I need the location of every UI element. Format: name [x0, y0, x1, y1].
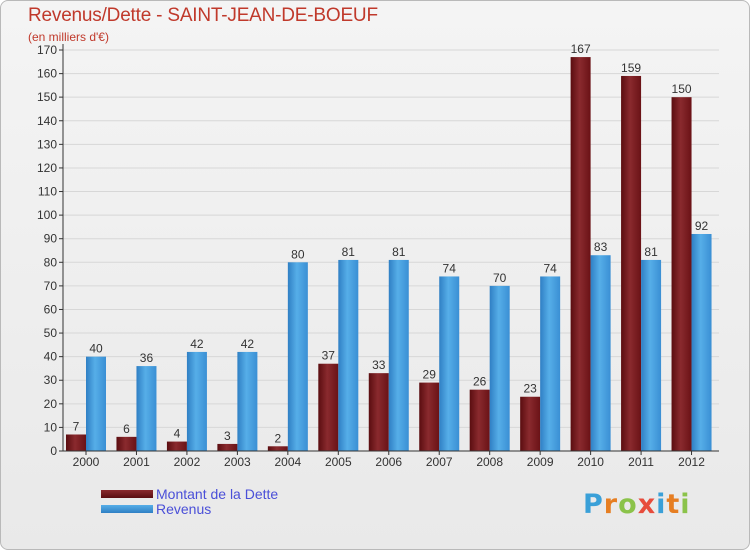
x-tick-label: 2001 — [123, 455, 150, 469]
logo-letter: i — [656, 489, 667, 520]
revenue-value-label: 74 — [443, 261, 457, 275]
debt-bar — [116, 436, 137, 451]
debt-bar — [469, 389, 490, 451]
y-tick-label: 50 — [44, 326, 58, 340]
debt-value-label: 159 — [621, 61, 641, 75]
revenue-bar — [540, 276, 561, 451]
y-tick-label: 170 — [37, 43, 57, 57]
logo-letter: x — [637, 489, 657, 520]
debt-value-label: 4 — [174, 427, 181, 441]
y-tick-label: 160 — [37, 67, 57, 81]
revenue-value-label: 80 — [291, 247, 305, 261]
debt-value-label: 2 — [275, 431, 282, 445]
x-tick-label: 2007 — [426, 455, 453, 469]
debt-value-label: 6 — [123, 422, 130, 436]
y-tick-label: 0 — [50, 444, 57, 458]
debt-bar — [368, 373, 389, 451]
y-tick-label: 100 — [37, 208, 57, 222]
legend-label-debt: Montant de la Dette — [156, 486, 279, 502]
debt-bar — [419, 382, 440, 451]
y-tick-label: 70 — [44, 279, 58, 293]
y-tick-label: 120 — [37, 161, 57, 175]
revenue-value-label: 42 — [190, 337, 204, 351]
logo-letter: P — [583, 489, 604, 520]
debt-bar — [520, 396, 541, 451]
x-tick-label: 2012 — [678, 455, 705, 469]
revenue-bar — [439, 276, 460, 451]
x-tick-label: 2004 — [274, 455, 301, 469]
y-tick-label: 20 — [44, 397, 58, 411]
debt-value-label: 29 — [423, 368, 437, 382]
revenue-bar — [691, 233, 712, 451]
legend-label-revenue: Revenus — [156, 501, 212, 517]
y-tick-label: 150 — [37, 90, 57, 104]
legend-swatch-debt — [101, 490, 153, 498]
revenue-value-label: 40 — [89, 342, 103, 356]
logo-letter: r — [603, 489, 619, 520]
logo-letter: t — [666, 489, 681, 520]
y-tick-label: 110 — [38, 185, 57, 199]
logo-letter: i — [680, 489, 691, 520]
y-tick-label: 140 — [37, 114, 57, 128]
revenue-value-label: 83 — [594, 240, 608, 254]
revenue-bar — [338, 259, 359, 451]
debt-bar — [318, 363, 339, 451]
revenue-value-label: 81 — [342, 245, 356, 259]
revenue-bar — [136, 366, 157, 451]
debt-value-label: 150 — [672, 82, 692, 96]
x-tick-label: 2008 — [476, 455, 503, 469]
revenue-bar — [641, 259, 662, 451]
debt-bar — [66, 434, 86, 451]
revenue-value-label: 70 — [493, 271, 507, 285]
y-tick-label: 130 — [37, 137, 57, 151]
y-tick-label: 80 — [44, 255, 58, 269]
debt-bar — [217, 443, 238, 451]
chart-title: Revenus/Dette - SAINT-JEAN-DE-BOEUF — [28, 5, 378, 26]
debt-value-label: 167 — [571, 42, 591, 56]
y-tick-label: 10 — [44, 420, 58, 434]
logo-letter: o — [618, 489, 638, 520]
debt-bar — [166, 441, 187, 451]
debt-value-label: 23 — [523, 382, 537, 396]
y-tick-label: 90 — [44, 232, 58, 246]
x-tick-label: 2006 — [375, 455, 402, 469]
debt-value-label: 7 — [73, 419, 80, 433]
x-tick-label: 2000 — [73, 455, 100, 469]
revenue-bar — [186, 351, 207, 451]
y-tick-label: 40 — [44, 350, 58, 364]
chart-subtitle: (en milliers d'€) — [28, 30, 109, 44]
debt-value-label: 33 — [372, 358, 386, 372]
revenue-bar — [86, 356, 106, 451]
x-tick-label: 2010 — [577, 455, 604, 469]
revenue-value-label: 92 — [695, 219, 709, 233]
revenue-value-label: 42 — [241, 337, 255, 351]
debt-value-label: 3 — [224, 429, 231, 443]
revenue-bar — [287, 262, 308, 451]
legend-swatch-revenue — [101, 505, 153, 513]
y-tick-label: 60 — [44, 302, 58, 316]
revenue-bar — [237, 351, 258, 451]
revenue-value-label: 74 — [543, 261, 557, 275]
x-tick-label: 2002 — [174, 455, 201, 469]
revenue-value-label: 81 — [644, 245, 658, 259]
x-tick-label: 2009 — [527, 455, 554, 469]
revenue-bar — [388, 259, 409, 451]
x-tick-label: 2003 — [224, 455, 251, 469]
revenue-value-label: 81 — [392, 245, 406, 259]
y-tick-label: 30 — [44, 373, 58, 387]
revenue-bar — [489, 285, 510, 451]
debt-bar — [671, 97, 692, 452]
proxiti-logo: Proxiti — [583, 489, 691, 520]
debt-bar — [570, 57, 591, 451]
revenue-value-label: 36 — [140, 351, 154, 365]
debt-bar — [621, 75, 642, 452]
revenue-bar — [590, 255, 611, 451]
x-tick-label: 2011 — [628, 455, 654, 469]
debt-bar — [267, 446, 288, 451]
x-tick-label: 2005 — [325, 455, 352, 469]
debt-value-label: 37 — [322, 349, 336, 363]
debt-value-label: 26 — [473, 375, 487, 389]
